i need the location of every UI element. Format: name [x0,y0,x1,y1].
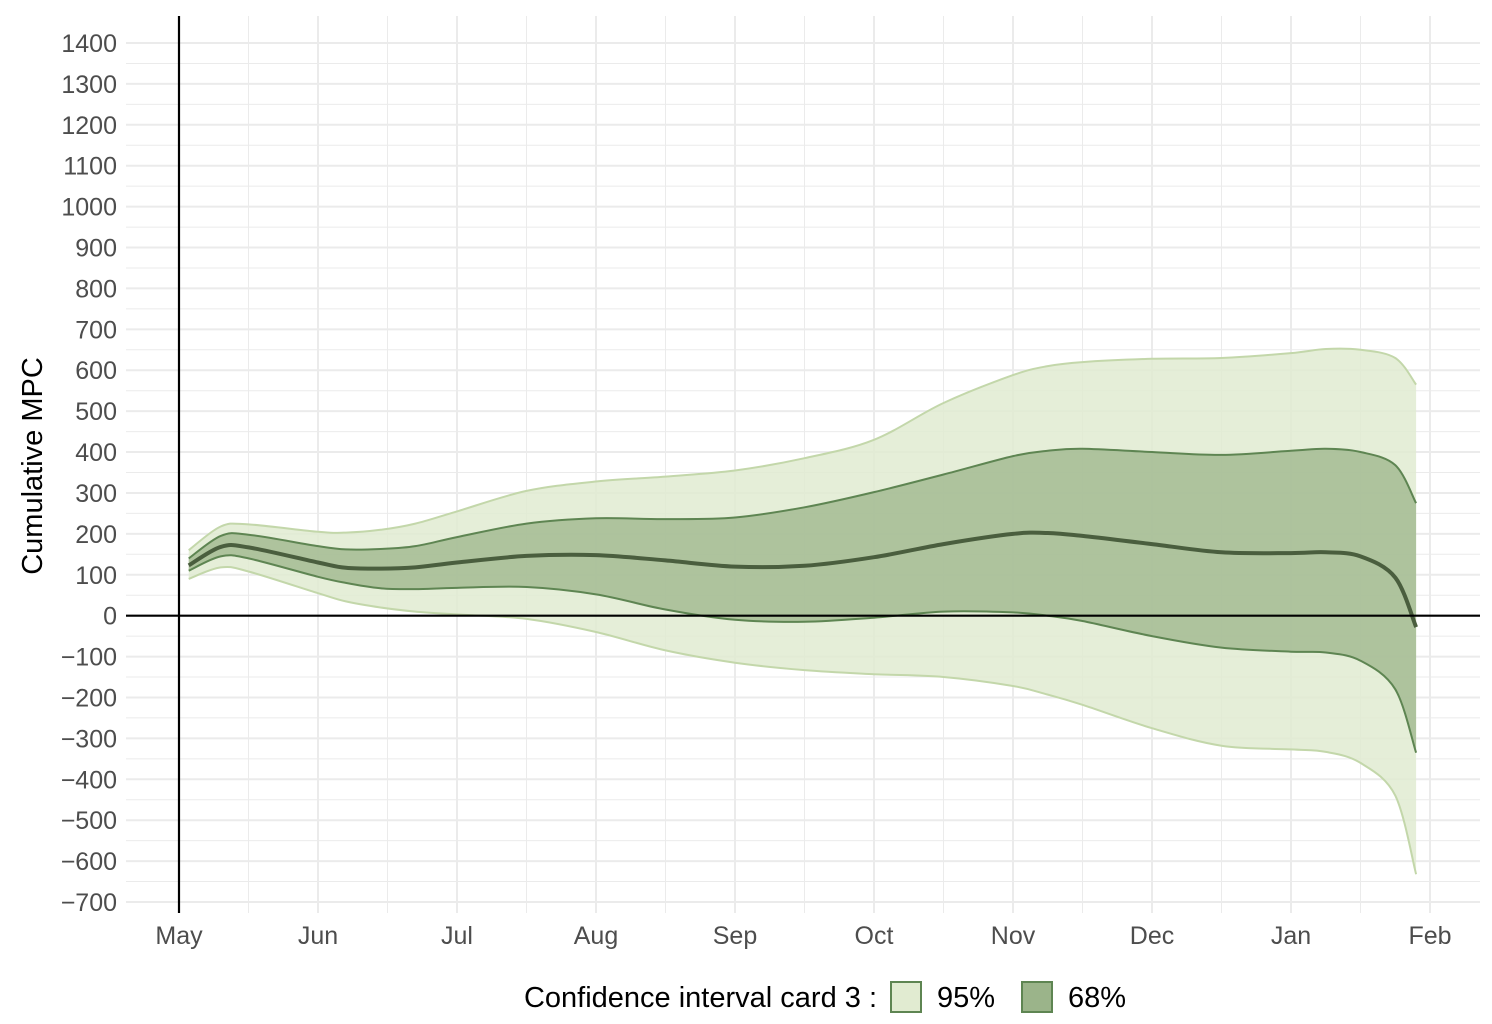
y-tick-label: 400 [75,439,117,467]
x-tick-label: Dec [1130,922,1174,950]
y-tick-label: 800 [75,275,117,303]
x-tick-label: Jun [298,922,338,950]
y-tick-label: 900 [75,235,117,263]
minor-gridlines [126,16,1480,913]
y-tick-label: 1000 [61,194,117,222]
y-tick-label: −600 [61,848,117,876]
y-tick-label: −200 [61,684,117,712]
y-tick-label: 500 [75,398,117,426]
y-axis-tick-labels: −700 −600 −500 −400 −300 −200 −100 0 100 200 300 40… [61,30,117,917]
band-95-lower-edge [188,565,1418,875]
median-line [187,530,1418,628]
legend-label-68: 68% [1068,982,1126,1014]
y-tick-label: −100 [61,644,117,672]
legend-swatch-95 [890,981,922,1013]
y-tick-label: −500 [61,807,117,835]
confidence-band-68 [188,448,1417,753]
y-tick-label: 0 [103,603,117,631]
y-tick-label: 1300 [61,71,117,99]
y-tick-label: 700 [75,316,117,344]
legend-swatch-68 [1021,981,1053,1013]
y-tick-label: 100 [75,562,117,590]
legend: Confidence interval card 3 : 95% 68% [524,981,1126,1014]
y-tick-label: 1400 [61,30,117,58]
x-tick-label: Feb [1408,922,1451,950]
y-tick-label: 600 [75,357,117,385]
x-tick-label: Sep [713,922,757,950]
x-tick-label: Aug [574,922,618,950]
y-tick-label: 300 [75,480,117,508]
x-tick-label: Oct [855,922,894,950]
band-68-lower-edge [188,554,1418,754]
x-tick-label: May [155,922,203,950]
legend-title: Confidence interval card 3 : [524,982,877,1014]
band-68-upper-edge [188,447,1417,560]
y-tick-label: −400 [61,766,117,794]
y-tick-label: 200 [75,521,117,549]
y-tick-label: 1200 [61,112,117,140]
band-95-upper-edge [188,347,1417,552]
x-axis-tick-labels: May Jun Jul Aug Sep Oct Nov Dec Jan Feb [155,922,1451,950]
y-tick-label: −300 [61,725,117,753]
x-tick-label: Jan [1271,922,1311,950]
x-tick-label: Jul [441,922,473,950]
y-tick-label: −700 [61,889,117,917]
y-tick-label: 1100 [63,153,117,181]
legend-label-95: 95% [937,982,995,1014]
x-tick-label: Nov [991,922,1036,950]
y-axis-label: Cumulative MPC [17,357,49,575]
